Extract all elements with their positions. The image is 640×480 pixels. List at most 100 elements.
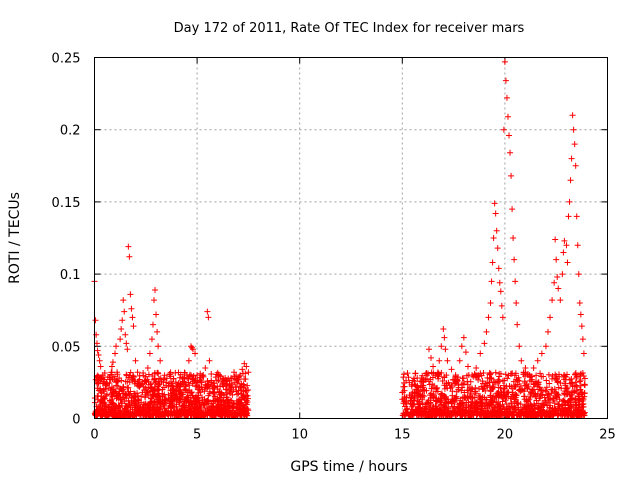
background-point (498, 392, 505, 399)
background-point (132, 398, 139, 405)
background-point (414, 374, 421, 381)
data-points (91, 58, 588, 419)
data-point (508, 172, 515, 179)
background-point (475, 409, 482, 416)
background-point (498, 409, 505, 416)
background-point (524, 371, 531, 378)
background-point (99, 406, 106, 413)
background-point (94, 396, 101, 403)
data-point (494, 245, 501, 252)
background-point (220, 409, 227, 416)
background-point (567, 412, 574, 419)
background-point (193, 382, 200, 389)
data-point (97, 363, 104, 370)
background-point (117, 396, 124, 403)
data-point (239, 366, 246, 373)
background-point (159, 393, 166, 400)
background-point (469, 394, 476, 401)
background-point (432, 408, 439, 415)
background-point (557, 408, 564, 415)
background-point (578, 412, 585, 419)
background-point (432, 388, 439, 395)
data-point (559, 271, 566, 278)
data-point (436, 357, 443, 364)
background-point (568, 401, 575, 408)
data-point (128, 305, 135, 312)
data-point (552, 236, 559, 243)
background-point (560, 397, 567, 404)
background-point (129, 372, 136, 379)
background-point (551, 400, 558, 407)
background-point (94, 380, 101, 387)
background-point (537, 370, 544, 377)
background-point (561, 391, 568, 398)
background-point (214, 383, 221, 390)
data-point (553, 256, 560, 263)
background-point (492, 404, 499, 411)
background-point (490, 384, 497, 391)
background-point (241, 405, 248, 412)
background-point (126, 401, 133, 408)
background-point (108, 390, 115, 397)
background-point (144, 410, 151, 417)
data-point (188, 344, 195, 351)
background-point (210, 380, 217, 387)
background-point (573, 402, 580, 409)
background-point (144, 390, 151, 397)
background-point (121, 398, 128, 405)
background-point (425, 370, 432, 377)
background-point (145, 371, 152, 378)
background-point (437, 406, 444, 413)
data-point (189, 346, 196, 353)
background-point (553, 391, 560, 398)
background-point (522, 412, 529, 419)
background-point (163, 375, 170, 382)
data-point (148, 336, 155, 343)
background-point (527, 393, 534, 400)
background-point (403, 399, 410, 406)
background-point (559, 412, 566, 419)
background-point (455, 374, 462, 381)
x-tick-label: 0 (90, 428, 98, 443)
background-point (148, 385, 155, 392)
data-point (571, 141, 578, 148)
background-point (491, 396, 498, 403)
background-point (561, 380, 568, 387)
background-point (423, 370, 430, 377)
background-point (95, 377, 102, 384)
background-point (240, 370, 247, 377)
data-point (530, 364, 537, 371)
background-point (174, 406, 181, 413)
background-point (543, 377, 550, 384)
background-point (113, 411, 120, 418)
background-point (529, 387, 536, 394)
data-point (510, 235, 517, 241)
background-point (434, 369, 441, 376)
background-point (212, 408, 219, 415)
background-point (401, 383, 408, 390)
data-point (538, 350, 545, 357)
background-point (512, 370, 519, 377)
data-point (495, 265, 502, 272)
data-point (576, 299, 583, 306)
data-point (492, 210, 499, 217)
background-point (161, 372, 168, 379)
background-point (187, 410, 194, 417)
background-point (241, 412, 248, 419)
data-point (441, 334, 448, 341)
background-point (225, 408, 232, 415)
background-point (202, 400, 209, 407)
background-point (486, 375, 493, 382)
data-point (557, 297, 564, 304)
background-point (140, 372, 147, 379)
data-point (513, 299, 520, 306)
background-point (124, 384, 131, 391)
background-point (421, 387, 428, 394)
background-point (483, 396, 490, 403)
background-point (108, 369, 115, 376)
background-point (195, 389, 202, 396)
background-point (510, 408, 517, 415)
background-point (99, 412, 106, 419)
background-point (537, 392, 544, 399)
background-point (540, 387, 547, 394)
